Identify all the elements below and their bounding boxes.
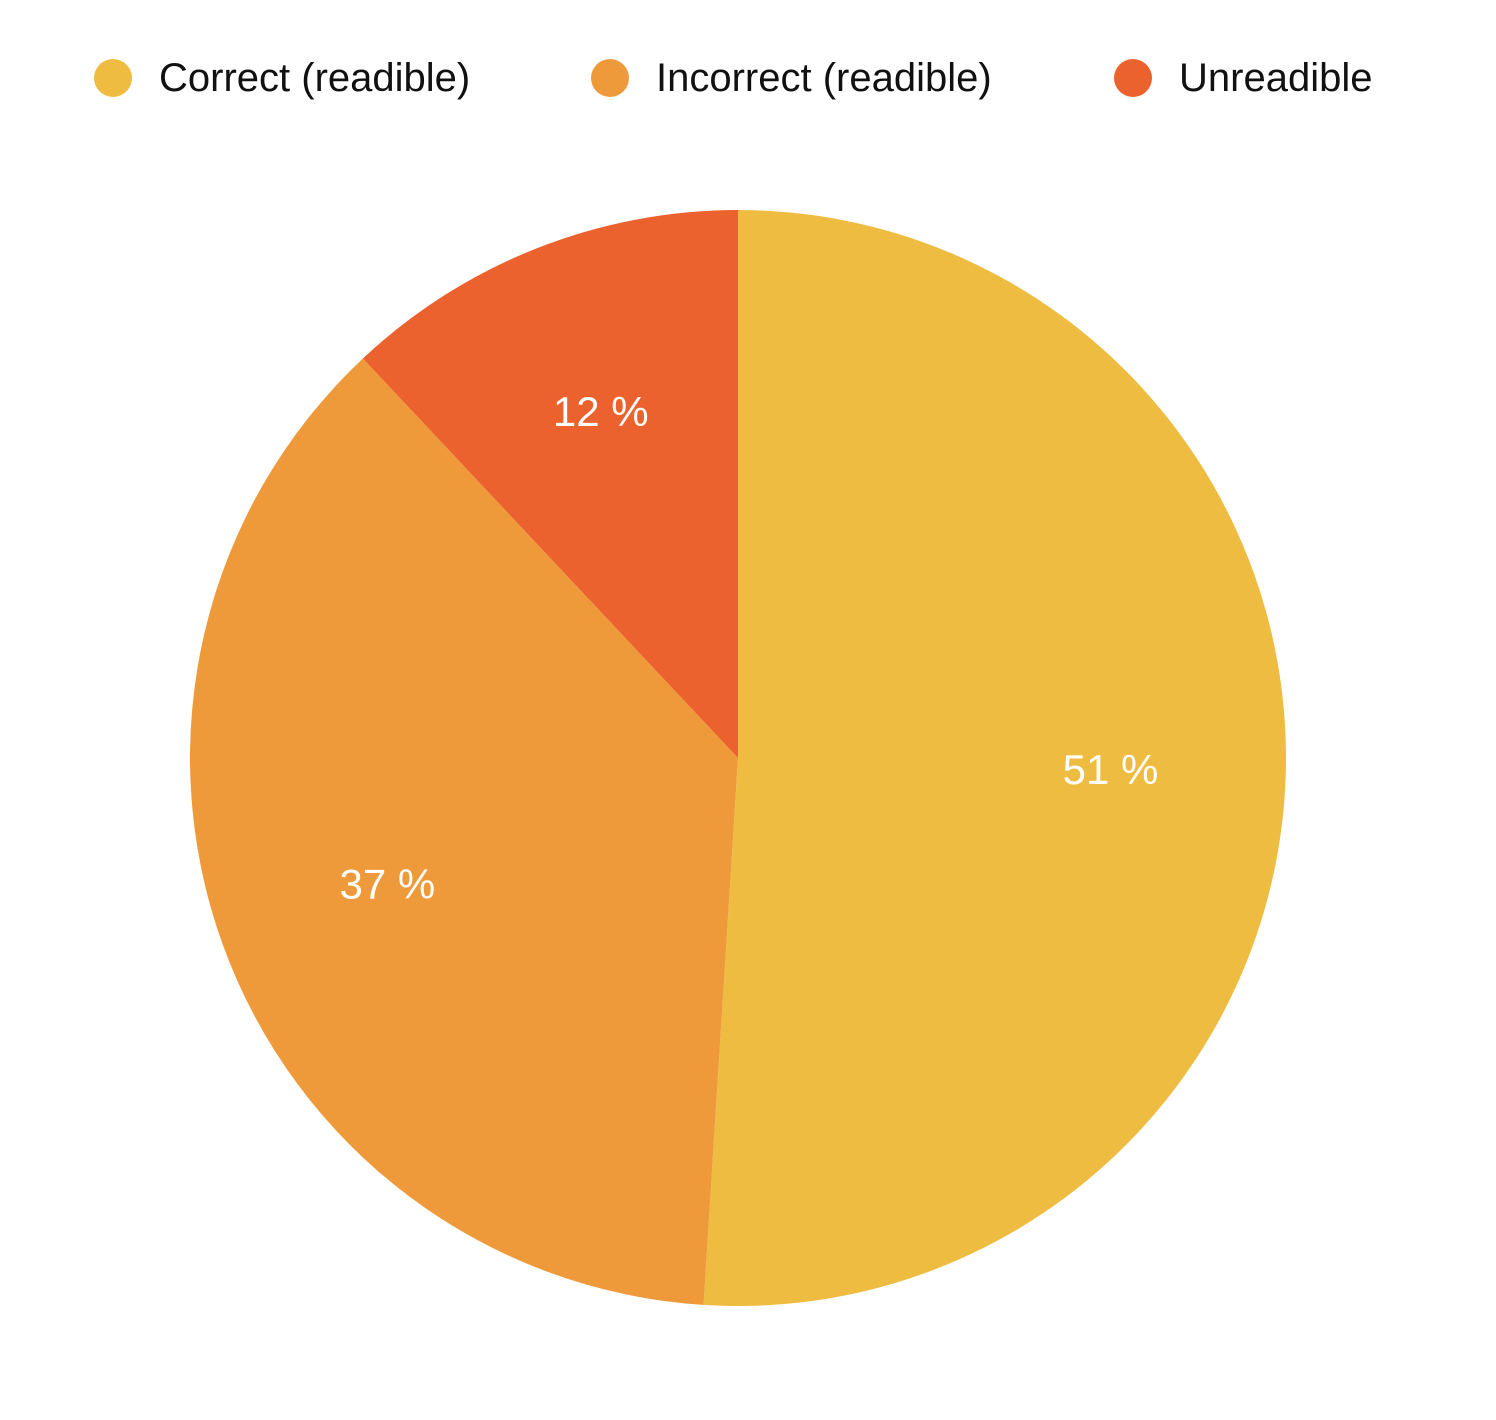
pie-slice-unreadible bbox=[362, 210, 738, 758]
legend-label-incorrect-readible: Incorrect (readible) bbox=[656, 56, 992, 100]
pie-slice-correct-readible bbox=[703, 210, 1286, 1307]
legend-label-unreadible: Unreadible bbox=[1179, 56, 1372, 100]
pie-slice-labels: 51 % 37 % 12 % bbox=[340, 388, 1159, 908]
chart-legend: Correct (readible) Incorrect (readible) Un… bbox=[94, 56, 1372, 100]
pie-slices bbox=[190, 210, 1286, 1307]
legend-item-correct-readible: Correct (readible) bbox=[94, 56, 470, 100]
legend-swatch-unreadible bbox=[1114, 59, 1152, 97]
pie-slice-incorrect-readible bbox=[190, 358, 739, 1305]
legend-swatch-incorrect-readible bbox=[591, 59, 629, 97]
legend-item-unreadible: Unreadible bbox=[1114, 56, 1372, 100]
slice-label-unreadible: 12 % bbox=[553, 388, 649, 435]
slice-label-incorrect-readible: 37 % bbox=[340, 861, 436, 908]
legend-label-correct-readible: Correct (readible) bbox=[159, 56, 470, 100]
legend-swatch-correct-readible bbox=[94, 59, 132, 97]
slice-label-correct-readible: 51 % bbox=[1063, 746, 1159, 793]
legend-item-incorrect-readible: Incorrect (readible) bbox=[591, 56, 992, 100]
